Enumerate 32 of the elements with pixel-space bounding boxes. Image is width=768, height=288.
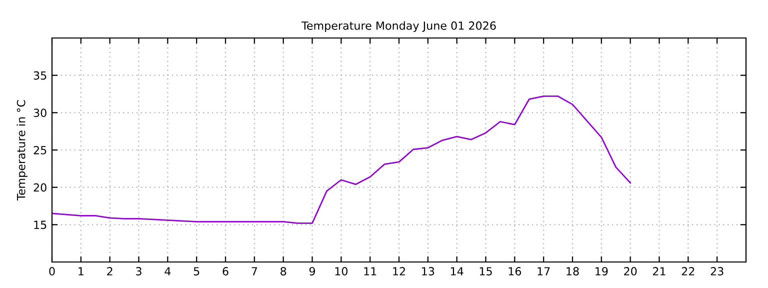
x-tick-label: 8 [280, 267, 286, 276]
x-tick-label: 5 [194, 267, 200, 276]
y-tick-label: 35 [34, 71, 46, 80]
x-tick-label: 7 [252, 267, 257, 276]
x-tick-label: 21 [652, 267, 666, 276]
x-tick-label: 15 [480, 267, 492, 276]
y-tick-label: 25 [34, 146, 46, 154]
x-tick-label: 19 [596, 267, 608, 276]
x-tick-label: 16 [508, 267, 522, 276]
x-tick-label: 13 [422, 267, 434, 276]
line-series [52, 96, 632, 224]
x-tick-label: 14 [450, 267, 464, 276]
y-tick-label: 20 [34, 183, 46, 192]
x-tick-label: 23 [710, 267, 724, 276]
x-tick-label: 3 [136, 267, 142, 276]
y-axis-title: Temperature in °C [16, 100, 28, 200]
x-tick-label: 2 [107, 267, 112, 276]
x-tick-label: 20 [624, 267, 637, 276]
x-tick-label: 0 [49, 267, 55, 276]
x-tick-label: 1 [78, 267, 84, 276]
chart-title: Temperature Monday June 01 2026 [301, 21, 496, 32]
x-tick-label: 17 [538, 267, 550, 276]
x-tick-label: 12 [393, 267, 405, 276]
y-tick-label: 15 [34, 220, 46, 230]
x-tick-label: 11 [364, 267, 376, 276]
x-tick-label: 22 [682, 267, 694, 276]
x-tick-label: 6 [222, 267, 228, 276]
x-tick-label: 4 [164, 267, 171, 276]
x-tick-label: 18 [566, 267, 579, 276]
x-tick-label: 10 [335, 267, 348, 276]
y-tick-label: 30 [34, 108, 46, 118]
x-tick-label: 9 [309, 267, 316, 276]
